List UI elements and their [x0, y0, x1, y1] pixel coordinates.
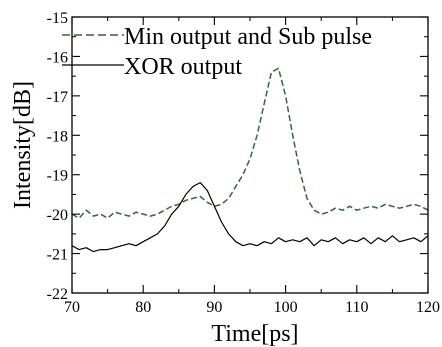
x-tick-label: 100 [274, 299, 298, 316]
y-axis-title: Intensity[dB] [10, 81, 36, 209]
plot-area [71, 67, 429, 253]
y-tick-label: -22 [47, 286, 68, 303]
x-tick-label: 70 [64, 299, 80, 316]
y-tick-label: -17 [47, 89, 68, 106]
series-line-min-output-and-sub-pulse [71, 67, 429, 219]
tick-labels: 70 80 90 100 110 120 -22 -21 -20 -19 -18 -17 -16 -15 [47, 10, 440, 316]
axes [71, 16, 429, 294]
series-line-xor-output [71, 182, 429, 253]
y-tick-label: -15 [47, 10, 68, 27]
x-tick-label: 80 [135, 299, 151, 316]
legend: Min output and Sub pulse XOR output [62, 24, 372, 80]
y-tick-label: -20 [47, 207, 68, 224]
legend-label-min-output-and-sub-pulse: Min output and Sub pulse [124, 24, 372, 50]
y-tick-label: -19 [47, 168, 68, 185]
x-axis-title: Time[ps] [211, 321, 298, 347]
legend-label-xor-output: XOR output [124, 54, 242, 80]
y-tick-label: -18 [47, 128, 68, 145]
x-tick-label: 110 [345, 299, 368, 316]
y-tick-label: -21 [47, 247, 68, 264]
y-tick-label: -16 [47, 49, 68, 66]
x-tick-label: 120 [416, 299, 440, 316]
x-tick-label: 90 [206, 299, 222, 316]
